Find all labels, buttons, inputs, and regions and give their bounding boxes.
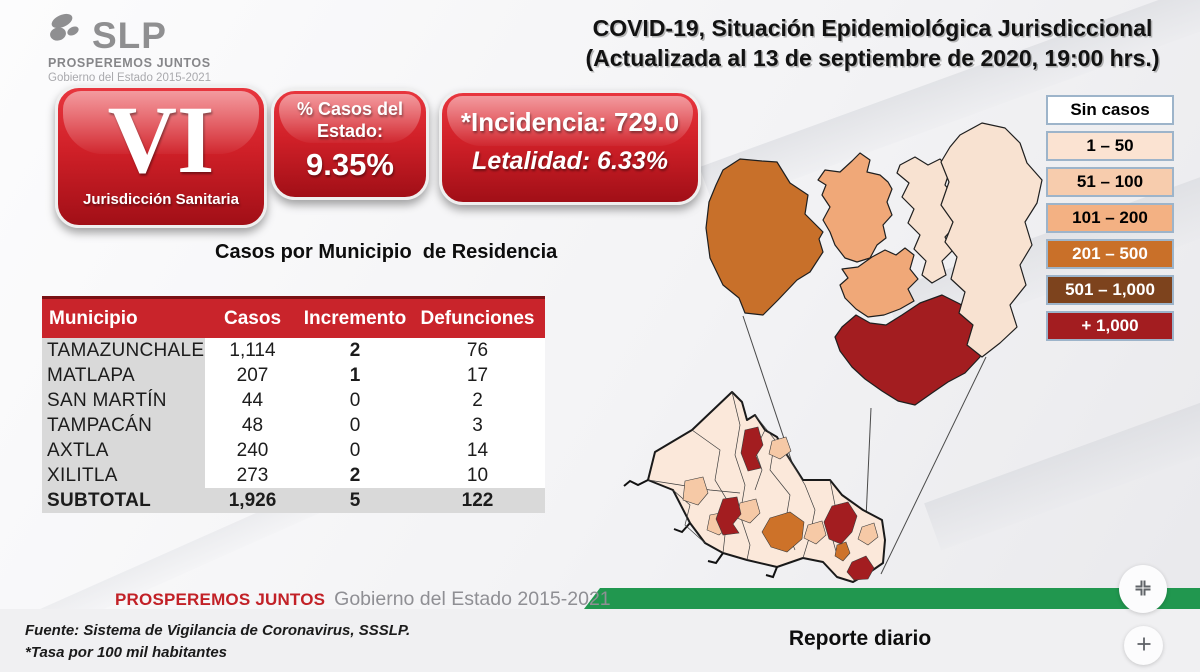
cell-defunciones: 76 — [466, 339, 489, 361]
cell-defunciones: 3 — [472, 414, 483, 436]
cactus-logo-icon — [48, 12, 88, 53]
legend-item-51-100: 51 – 100 — [1046, 167, 1174, 197]
region-matlapa — [839, 247, 919, 318]
table-row: XILITLA 273 2 10 — [42, 463, 545, 488]
cases-table: Municipio Casos Incremento Defunciones T… — [42, 296, 545, 513]
municipality-patches — [682, 426, 879, 581]
logo-subtitle: Gobierno del Estado 2015-2021 — [48, 72, 212, 84]
cell-incremento: 1 — [349, 364, 361, 386]
table-subtotal-row: SUBTOTAL 1,926 5 122 — [42, 488, 545, 513]
legend-item-1-50: 1 – 50 — [1046, 131, 1174, 161]
legend-item-1000-plus: + 1,000 — [1046, 311, 1174, 341]
legend-item-501-1000: 501 – 1,000 — [1046, 275, 1174, 305]
cell-defunciones: 122 — [461, 489, 494, 511]
legend-item-201-500: 201 – 500 — [1046, 239, 1174, 269]
page-title: COVID-19, Situación Epidemiológica Juris… — [545, 13, 1200, 73]
jurisdiction-zoom-map — [705, 122, 1043, 406]
map-legend: Sin casos 1 – 50 51 – 100 101 – 200 201 … — [1046, 95, 1174, 347]
page-title-line2: (Actualizada al 13 de septiembre de 2020… — [585, 45, 1160, 71]
cell-casos: 48 — [241, 414, 264, 436]
cell-municipio: MATLAPA — [42, 363, 205, 388]
cell-incremento: 2 — [349, 464, 361, 486]
jurisdiction-maps — [623, 122, 1043, 583]
incidence-value: *Incidencia: 729.0 — [460, 107, 680, 137]
state-overview-map — [623, 391, 886, 583]
table-row: TAMPACÁN 48 0 3 — [42, 413, 545, 438]
page-title-line1: COVID-19, Situación Epidemiológica Juris… — [592, 15, 1153, 41]
region-san-martin — [940, 122, 1043, 358]
cell-incremento: 0 — [349, 414, 361, 436]
region-axtla — [817, 152, 893, 263]
state-share-badge: % Casos del Estado: 9.35% — [271, 88, 429, 200]
cell-municipio: SAN MARTÍN — [42, 388, 205, 413]
legend-item-101-200: 101 – 200 — [1046, 203, 1174, 233]
green-accent-bar — [584, 588, 1200, 609]
footer-strip — [0, 609, 1200, 672]
footer-brand: PROSPEREMOS JUNTOS — [115, 590, 326, 609]
column-header-municipio: Municipio — [49, 307, 138, 329]
region-xilitla — [705, 158, 824, 316]
cell-municipio: SUBTOTAL — [47, 489, 152, 511]
cell-incremento: 2 — [349, 339, 361, 361]
cell-defunciones: 14 — [466, 439, 489, 461]
lethality-value: Letalidad: 6.33% — [472, 147, 668, 175]
cell-casos: 1,926 — [228, 489, 277, 511]
report-label: Reporte diario — [788, 627, 932, 650]
logo-tagline: PROSPEREMOS JUNTOS — [48, 56, 211, 70]
jurisdiction-number: VI — [107, 86, 215, 193]
plus-icon — [1134, 634, 1154, 657]
table-row: MATLAPA 207 1 17 — [42, 363, 545, 388]
cell-defunciones: 2 — [472, 389, 483, 411]
cell-defunciones: 17 — [466, 364, 489, 386]
jurisdiction-label: Jurisdicción Sanitaria — [83, 191, 239, 208]
state-share-label-line2: Estado: — [316, 121, 383, 141]
legend-item-sin-casos: Sin casos — [1046, 95, 1174, 125]
slp-logo: SLP PROSPEREMOS JUNTOS Gobierno del Esta… — [48, 12, 211, 84]
footer-brand-row: PROSPEREMOS JUNTOS Gobierno del Estado 2… — [115, 588, 611, 611]
cell-casos: 240 — [236, 439, 269, 461]
cell-municipio: XILITLA — [42, 463, 205, 488]
state-share-label-line1: % Casos del — [296, 99, 404, 119]
cell-incremento: 5 — [349, 489, 361, 511]
jurisdiction-badge: VI Jurisdicción Sanitaria — [55, 85, 267, 228]
cell-defunciones: 10 — [466, 464, 489, 486]
cell-casos: 1,114 — [229, 339, 276, 361]
table-title: Casos por Municipio de Residencia — [215, 241, 558, 263]
table-header-row: Municipio Casos Incremento Defunciones — [42, 296, 545, 338]
table-row: TAMAZUNCHALE 1,114 2 76 — [42, 338, 545, 363]
cell-casos: 273 — [236, 464, 269, 486]
cell-municipio: AXTLA — [42, 438, 205, 463]
cell-incremento: 0 — [349, 389, 361, 411]
cell-municipio: TAMAZUNCHALE — [42, 338, 205, 363]
column-header-defunciones: Defunciones — [420, 307, 535, 329]
cell-casos: 44 — [241, 389, 264, 411]
column-header-incremento: Incremento — [303, 307, 407, 329]
region-tamazunchale — [834, 294, 987, 406]
cell-incremento: 0 — [349, 439, 361, 461]
fullscreen-exit-icon — [1132, 577, 1154, 602]
column-header-casos: Casos — [223, 307, 282, 329]
cell-casos: 207 — [236, 364, 269, 386]
table-row: AXTLA 240 0 14 — [42, 438, 545, 463]
table-row: SAN MARTÍN 44 0 2 — [42, 388, 545, 413]
source-note: Fuente: Sistema de Vigilancia de Coronav… — [25, 620, 410, 664]
footer-government: Gobierno del Estado 2015-2021 — [334, 588, 611, 610]
cell-municipio: TAMPACÁN — [42, 413, 205, 438]
incidence-lethality-badge: *Incidencia: 729.0 Letalidad: 6.33% — [439, 90, 701, 205]
source-line1: Fuente: Sistema de Vigilancia de Coronav… — [25, 622, 411, 639]
zoom-in-button[interactable] — [1124, 626, 1163, 665]
fullscreen-exit-button[interactable] — [1119, 565, 1167, 613]
logo-acronym: SLP — [92, 15, 167, 56]
state-share-value: 9.35% — [306, 147, 394, 182]
state-border-details — [623, 479, 778, 579]
source-line2: *Tasa por 100 mil habitantes — [25, 644, 228, 661]
